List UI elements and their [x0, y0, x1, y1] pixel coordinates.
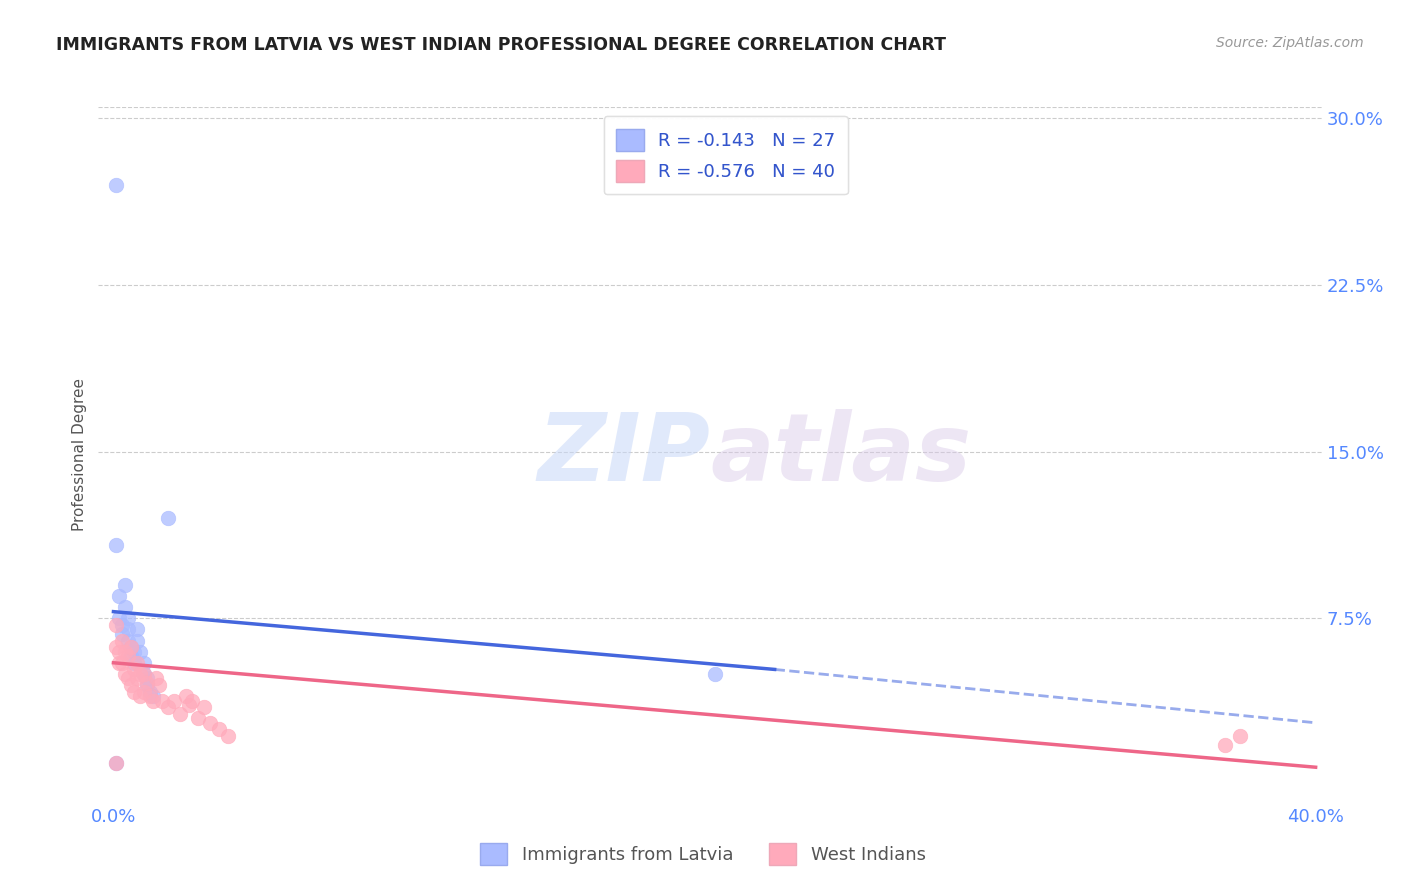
Point: [1229, 729, 1251, 743]
Point: [105, 178, 128, 192]
Point: [177, 698, 200, 712]
Point: [127, 633, 149, 648]
Point: [105, 640, 128, 655]
Point: [132, 666, 155, 681]
Point: [138, 684, 160, 698]
Point: [148, 678, 170, 692]
Point: [121, 649, 143, 664]
Point: [135, 678, 157, 692]
Point: [108, 656, 131, 670]
Point: [117, 633, 139, 648]
Point: [217, 729, 239, 743]
Point: [198, 715, 221, 730]
Point: [129, 645, 152, 659]
Point: [180, 693, 202, 707]
Point: [124, 656, 146, 670]
Y-axis label: Professional Degree: Professional Degree: [72, 378, 87, 532]
Point: [117, 623, 139, 637]
Point: [162, 693, 184, 707]
Point: [111, 627, 134, 641]
Point: [105, 618, 128, 632]
Point: [114, 645, 136, 659]
Text: IMMIGRANTS FROM LATVIA VS WEST INDIAN PROFESSIONAL DEGREE CORRELATION CHART: IMMIGRANTS FROM LATVIA VS WEST INDIAN PR…: [56, 36, 946, 54]
Point: [111, 656, 134, 670]
Point: [105, 756, 128, 770]
Point: [127, 656, 149, 670]
Point: [150, 693, 173, 707]
Point: [105, 756, 128, 770]
Point: [129, 689, 152, 703]
Point: [1215, 738, 1237, 752]
Point: [208, 723, 231, 737]
Point: [105, 538, 128, 552]
Point: [114, 578, 136, 592]
Point: [174, 689, 197, 703]
Point: [132, 666, 155, 681]
Point: [138, 689, 160, 703]
Point: [111, 633, 134, 648]
Point: [108, 611, 131, 625]
Point: [127, 623, 149, 637]
Text: ZIP: ZIP: [537, 409, 710, 501]
Point: [117, 649, 139, 664]
Point: [114, 666, 136, 681]
Point: [117, 611, 139, 625]
Point: [141, 693, 163, 707]
Point: [187, 711, 209, 725]
Legend: R = -0.143   N = 27, R = -0.576   N = 40: R = -0.143 N = 27, R = -0.576 N = 40: [603, 116, 848, 194]
Point: [129, 666, 152, 681]
Point: [111, 618, 134, 632]
Point: [121, 640, 143, 655]
Point: [703, 666, 725, 681]
Point: [132, 656, 155, 670]
Point: [124, 662, 146, 676]
Point: [121, 678, 143, 692]
Point: [132, 684, 155, 698]
Point: [156, 700, 179, 714]
Point: [121, 640, 143, 655]
Point: [108, 645, 131, 659]
Legend: Immigrants from Latvia, West Indians: Immigrants from Latvia, West Indians: [471, 834, 935, 874]
Point: [124, 684, 146, 698]
Point: [135, 671, 157, 685]
Point: [117, 671, 139, 685]
Text: atlas: atlas: [710, 409, 972, 501]
Point: [114, 600, 136, 615]
Point: [145, 671, 167, 685]
Point: [135, 675, 157, 690]
Point: [156, 511, 179, 525]
Point: [127, 671, 149, 685]
Point: [124, 645, 146, 659]
Point: [141, 689, 163, 703]
Text: Source: ZipAtlas.com: Source: ZipAtlas.com: [1216, 36, 1364, 50]
Point: [108, 589, 131, 603]
Point: [169, 706, 191, 721]
Point: [193, 700, 215, 714]
